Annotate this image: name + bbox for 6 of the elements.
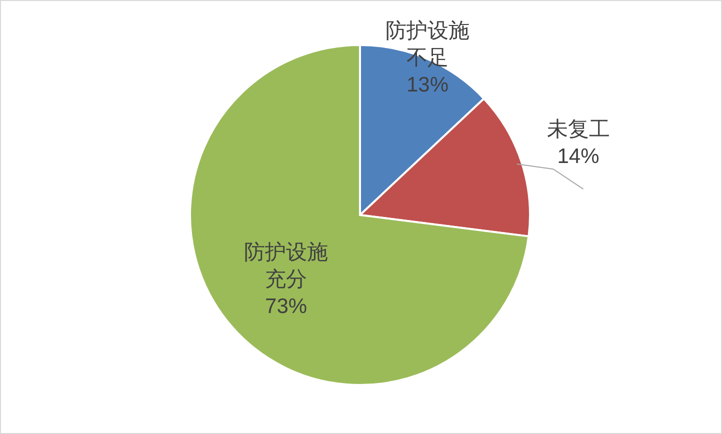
pie-slice [189, 44, 530, 386]
data-label: 13% [406, 74, 449, 97]
data-label: 73% [265, 294, 308, 318]
slice-label: 未复工 [546, 118, 610, 142]
slice-label: 防护设施充分 [244, 240, 328, 291]
data-label: 14% [557, 145, 600, 168]
